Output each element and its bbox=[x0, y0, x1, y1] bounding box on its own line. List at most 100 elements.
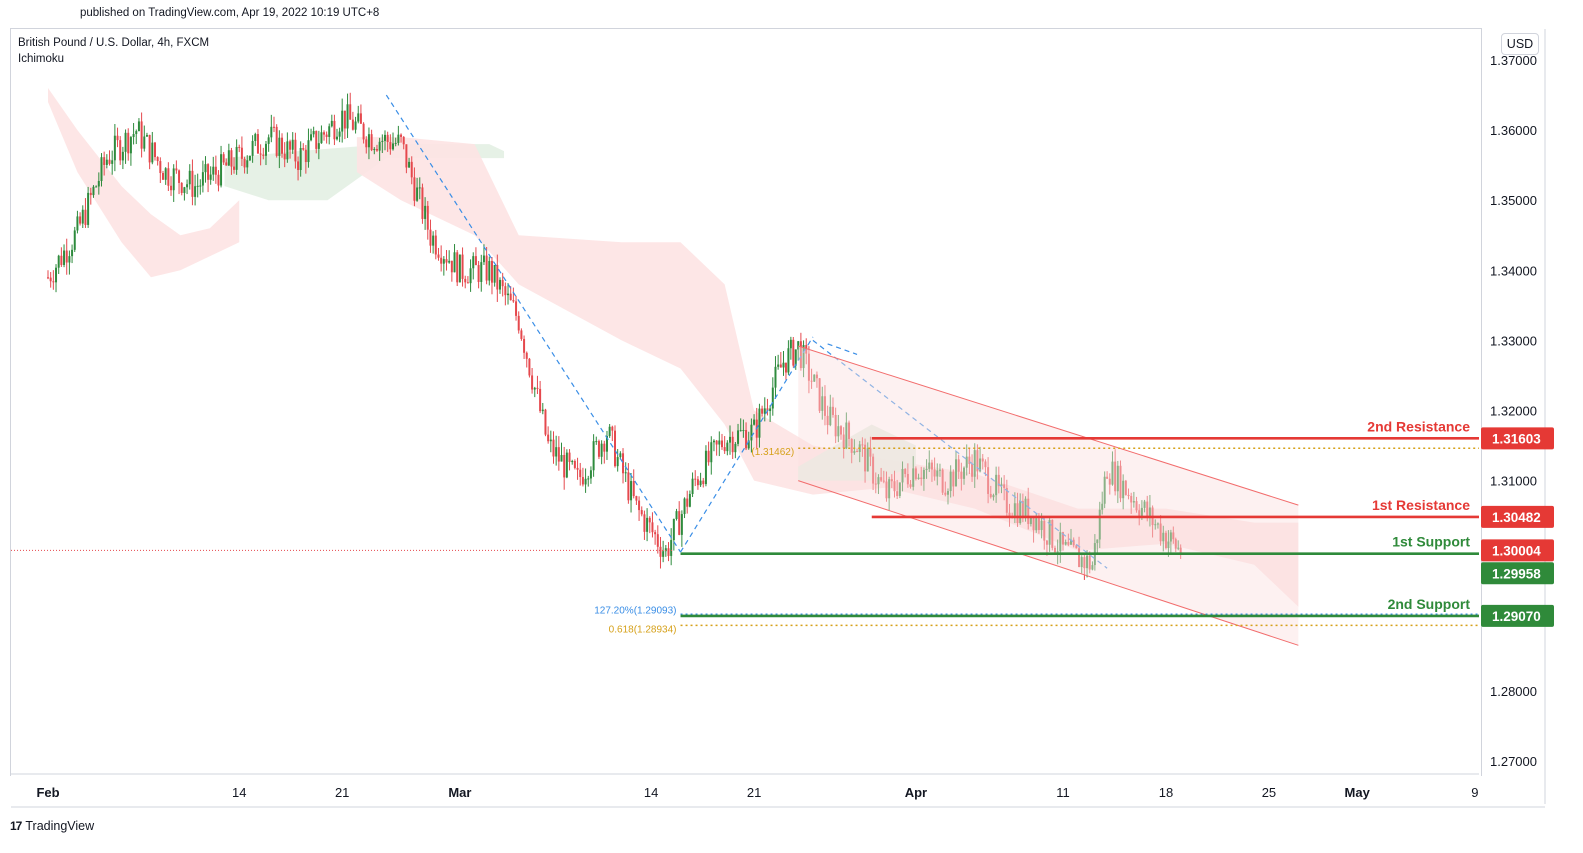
last-price-tag: 1.30004 bbox=[1492, 543, 1541, 558]
trendline-dashed[interactable] bbox=[385, 94, 682, 553]
candle bbox=[153, 142, 156, 158]
candle bbox=[1156, 523, 1159, 525]
channel-upper-line[interactable] bbox=[798, 345, 1299, 506]
candle bbox=[65, 250, 68, 263]
candle bbox=[584, 478, 587, 485]
candle bbox=[856, 451, 859, 453]
level-label: 2nd Resistance bbox=[1367, 418, 1470, 434]
candle bbox=[323, 132, 326, 135]
candle bbox=[1086, 555, 1089, 569]
candle bbox=[981, 458, 984, 462]
currency-button[interactable]: USD bbox=[1501, 33, 1539, 55]
tradingview-brand: TradingView bbox=[25, 819, 95, 833]
price-tag-bg[interactable] bbox=[1481, 604, 1554, 627]
candle bbox=[129, 137, 132, 154]
candle bbox=[799, 341, 802, 369]
candle bbox=[119, 140, 122, 161]
last-price-tag-bg[interactable] bbox=[1481, 539, 1554, 562]
candle bbox=[1098, 509, 1101, 540]
candle bbox=[55, 267, 58, 283]
ichimoku-cloud-red bbox=[356, 137, 1299, 607]
candle bbox=[256, 134, 259, 154]
candle bbox=[973, 450, 976, 477]
price-tag-bg[interactable] bbox=[1481, 562, 1554, 585]
candle bbox=[694, 478, 697, 480]
candle bbox=[1024, 498, 1027, 519]
candle bbox=[259, 153, 262, 155]
candle bbox=[477, 265, 480, 282]
candle bbox=[1124, 480, 1127, 495]
publish-info: published on TradingView.com, Apr 19, 20… bbox=[80, 7, 380, 19]
candle bbox=[424, 205, 427, 219]
candle bbox=[254, 134, 257, 141]
candle bbox=[826, 415, 829, 426]
channel-lower-line[interactable] bbox=[798, 480, 1299, 646]
candle bbox=[726, 442, 729, 452]
candle bbox=[549, 439, 552, 442]
symbol-legend: British Pound / U.S. Dollar, 4h, FXCM Ic… bbox=[18, 35, 209, 67]
candle bbox=[137, 121, 140, 132]
candle bbox=[1091, 565, 1094, 570]
candle bbox=[552, 439, 555, 457]
candle bbox=[378, 141, 381, 151]
candle bbox=[76, 216, 79, 231]
candle bbox=[605, 436, 608, 452]
candle bbox=[877, 477, 880, 485]
candle bbox=[906, 473, 909, 485]
trendline-dashed[interactable] bbox=[827, 343, 858, 355]
y-tick-label: 1.35000 bbox=[1490, 193, 1537, 208]
x-tick-label: 25 bbox=[1262, 785, 1276, 800]
candle bbox=[207, 164, 210, 180]
candle bbox=[440, 257, 443, 264]
price-tag-bg[interactable] bbox=[1481, 427, 1554, 450]
candle bbox=[678, 511, 681, 535]
price-tag: 1.29070 bbox=[1492, 609, 1541, 624]
y-tick-label: 1.28000 bbox=[1490, 684, 1537, 699]
candle bbox=[248, 155, 251, 161]
candle bbox=[536, 387, 539, 389]
candle bbox=[392, 143, 395, 150]
candle bbox=[818, 378, 821, 411]
candle bbox=[485, 255, 488, 281]
candle bbox=[73, 230, 76, 250]
candle bbox=[113, 135, 116, 161]
price-tag-bg[interactable] bbox=[1481, 505, 1554, 528]
candle bbox=[1072, 539, 1075, 546]
candle bbox=[1035, 518, 1038, 531]
indicator-name[interactable]: Ichimoku bbox=[18, 53, 65, 65]
trendline-dashed[interactable] bbox=[680, 336, 814, 553]
candle bbox=[643, 514, 646, 532]
candle bbox=[763, 408, 766, 414]
candle bbox=[901, 468, 904, 483]
x-tick-label: Feb bbox=[36, 785, 59, 800]
candle bbox=[880, 477, 883, 481]
candle bbox=[175, 168, 178, 171]
candle bbox=[1016, 503, 1019, 524]
symbol-title[interactable]: British Pound / U.S. Dollar, 4h, FXCM bbox=[18, 37, 210, 49]
trendline-dashed[interactable] bbox=[812, 339, 1108, 569]
candle bbox=[63, 250, 66, 265]
candle bbox=[294, 139, 297, 162]
candle bbox=[731, 436, 734, 453]
candle bbox=[240, 147, 243, 159]
candle bbox=[797, 341, 800, 350]
candle bbox=[933, 469, 936, 477]
y-tick-label: 1.37000 bbox=[1490, 53, 1537, 68]
candle bbox=[1172, 532, 1175, 540]
candle bbox=[188, 170, 191, 185]
candle bbox=[1146, 501, 1149, 517]
candle bbox=[490, 260, 493, 283]
candle bbox=[979, 458, 982, 472]
candle bbox=[1116, 465, 1119, 492]
candle bbox=[370, 134, 373, 151]
candle bbox=[779, 364, 782, 368]
candle bbox=[651, 522, 654, 533]
candle bbox=[941, 469, 944, 493]
tradingview-logo[interactable]: 17 TradingView bbox=[10, 819, 94, 833]
candle bbox=[1051, 519, 1054, 548]
candle bbox=[81, 209, 84, 224]
candle bbox=[515, 301, 518, 316]
tradingview-logo-icon: 17 bbox=[10, 819, 22, 833]
ichimoku-cloud-red bbox=[48, 88, 240, 278]
